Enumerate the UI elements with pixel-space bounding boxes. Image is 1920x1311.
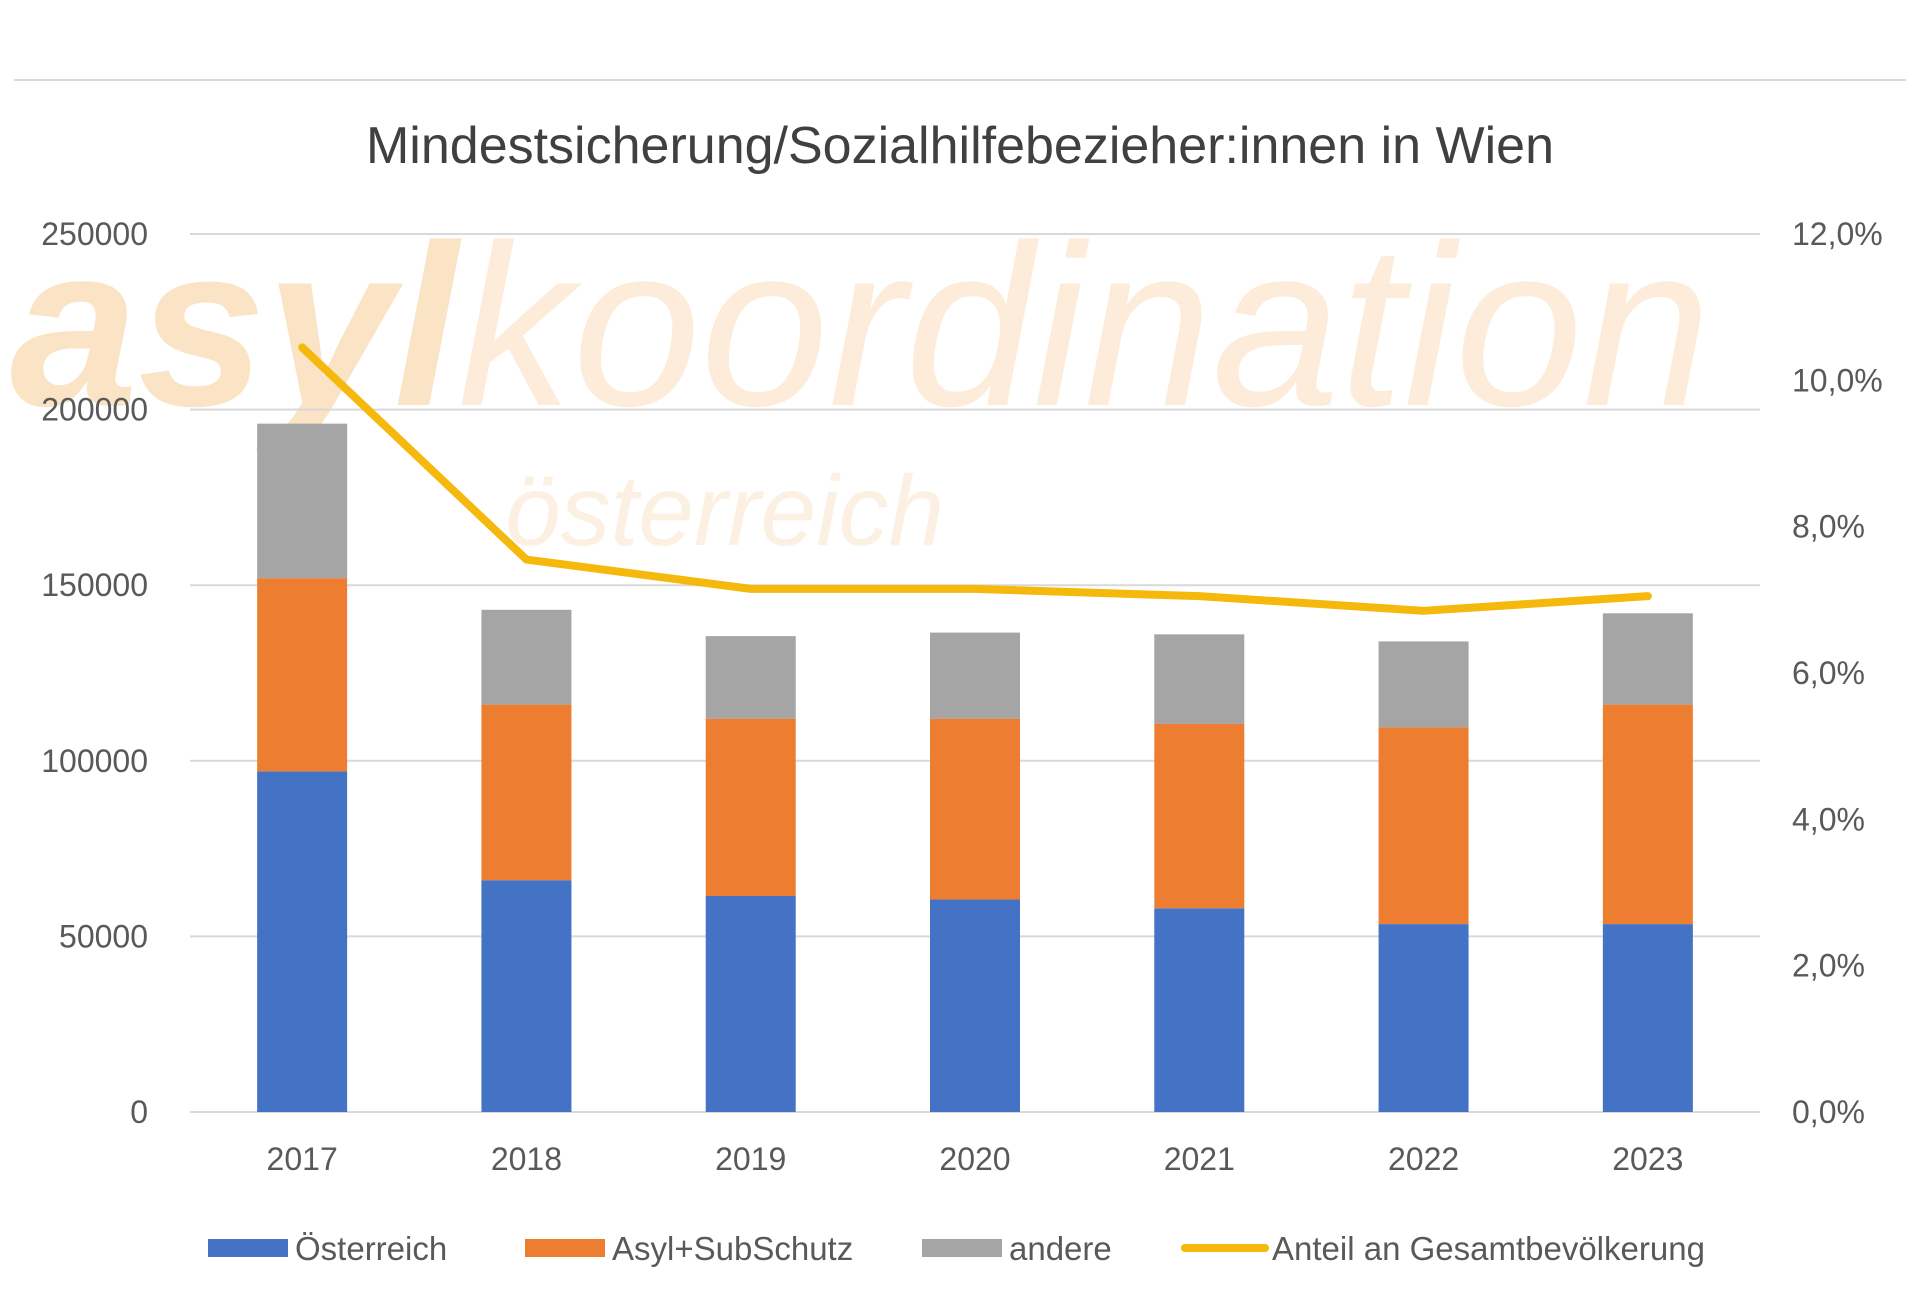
bar-segment-asyl-subschutz: [1378, 727, 1469, 925]
bar-segment-asyl-subschutz: [1154, 723, 1245, 909]
x-axis: 2017 2018 2019 2020 2021 2022 2023: [267, 1141, 1684, 1177]
x-axis-tick-label: 2020: [939, 1141, 1010, 1177]
left-axis: 0 50000 100000 150000 200000 250000: [41, 216, 148, 1130]
bar-segment-andere: [930, 632, 1020, 719]
bar-segment-asyl-subschutz: [257, 578, 348, 772]
top-divider: [14, 79, 1906, 81]
bar-segment-asyl-subschutz: [930, 718, 1020, 900]
bar-segment-asyl-subschutz: [705, 718, 796, 897]
bar-segment-andere: [705, 636, 796, 719]
right-axis-tick-label: 4,0%: [1792, 801, 1865, 837]
bar-segment-andere: [257, 423, 348, 579]
bar-segment-asyl-subschutz: [481, 704, 572, 881]
left-axis-tick-label: 250000: [41, 216, 148, 252]
svg-text:asylkoordination: asylkoordination: [10, 197, 1711, 454]
legend-label: andere: [1009, 1230, 1112, 1267]
x-axis-tick-label: 2022: [1388, 1141, 1459, 1177]
left-axis-tick-label: 0: [130, 1094, 148, 1130]
bar-segment-andere: [481, 609, 572, 705]
left-axis-tick-label: 200000: [41, 392, 148, 428]
watermark-sub: österreich: [505, 455, 944, 567]
watermark-brand-light: koordination: [458, 197, 1711, 454]
x-axis-tick-label: 2018: [491, 1141, 562, 1177]
legend: Österreich Asyl+SubSchutz andere Anteil an …: [208, 1230, 1705, 1267]
bar-segment-oesterreich: [257, 771, 348, 1112]
x-axis-tick-label: 2019: [715, 1141, 786, 1177]
right-axis-tick-label: 2,0%: [1792, 948, 1865, 984]
chart-title: Mindestsicherung/Sozialhilfebezieher:inn…: [366, 117, 1554, 175]
bar-segment-asyl-subschutz: [1602, 704, 1693, 925]
bar-segment-oesterreich: [1602, 924, 1693, 1112]
bar-segment-andere: [1602, 613, 1693, 705]
legend-label: Asyl+SubSchutz: [612, 1230, 853, 1267]
legend-swatch-asyl-subschutz: [525, 1239, 605, 1257]
right-axis-tick-label: 6,0%: [1792, 655, 1865, 691]
x-axis-tick-label: 2021: [1164, 1141, 1235, 1177]
bar-segment-oesterreich: [1378, 924, 1469, 1112]
right-axis-tick-label: 10,0%: [1792, 362, 1883, 398]
left-axis-tick-label: 100000: [41, 743, 148, 779]
right-axis: 0,0% 2,0% 4,0% 6,0% 8,0% 10,0% 12,0%: [1792, 216, 1883, 1130]
bar-segment-oesterreich: [1154, 908, 1245, 1112]
line-series-anteil: [298, 343, 1652, 615]
line-series-layer: [298, 343, 1652, 615]
right-axis-tick-label: 12,0%: [1792, 216, 1883, 252]
legend-swatch-andere: [922, 1239, 1002, 1257]
right-axis-tick-label: 8,0%: [1792, 509, 1865, 545]
watermark: asylkoordination österreich: [10, 197, 1711, 567]
x-axis-tick-label: 2017: [267, 1141, 338, 1177]
bars: [257, 423, 1693, 1112]
watermark-brand-bold: asyl: [10, 197, 462, 454]
bar-segment-oesterreich: [481, 880, 572, 1112]
left-axis-tick-label: 50000: [59, 918, 148, 954]
right-axis-tick-label: 0,0%: [1792, 1094, 1865, 1130]
bar-segment-oesterreich: [705, 896, 796, 1112]
left-axis-tick-label: 150000: [41, 567, 148, 603]
legend-label: Anteil an Gesamtbevölkerung: [1272, 1230, 1705, 1267]
bar-segment-andere: [1154, 634, 1245, 724]
bar-segment-oesterreich: [930, 899, 1020, 1112]
legend-swatch-oesterreich: [208, 1239, 288, 1257]
bar-segment-andere: [1378, 641, 1469, 728]
legend-label: Österreich: [295, 1230, 447, 1267]
x-axis-tick-label: 2023: [1612, 1141, 1683, 1177]
